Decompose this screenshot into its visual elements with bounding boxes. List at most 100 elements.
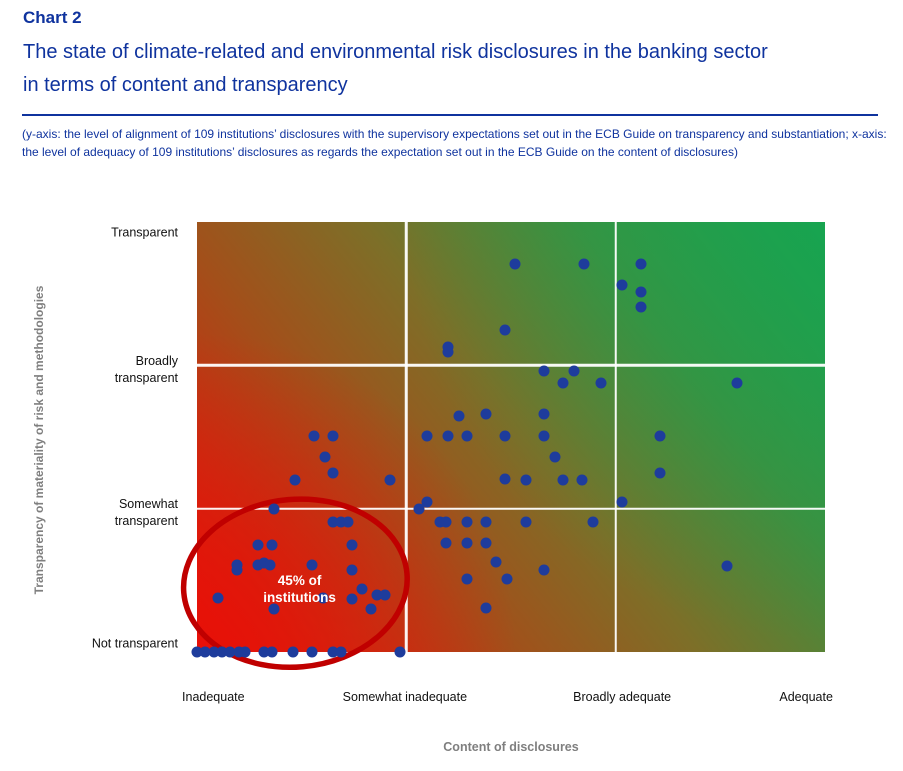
data-point <box>346 539 358 550</box>
data-point <box>327 516 339 528</box>
data-point <box>453 410 465 421</box>
y-tick-label: Somewhat transparent <box>114 497 178 529</box>
x-tick-label: Inadequate <box>182 690 245 704</box>
data-point <box>308 430 320 442</box>
data-point <box>654 467 666 479</box>
data-point <box>266 646 278 658</box>
y-tick-label: Not transparent <box>91 636 178 651</box>
data-point <box>461 537 473 549</box>
title-divider <box>22 114 878 116</box>
data-point <box>461 430 473 442</box>
chart-title-line1: The state of climate-related and environ… <box>23 41 768 63</box>
data-point <box>578 258 590 270</box>
x-tick-label: Adequate <box>779 690 833 704</box>
annotation-label-line1: 45% of <box>277 572 322 588</box>
data-point <box>371 589 383 601</box>
data-point <box>327 430 339 442</box>
data-point <box>233 646 245 658</box>
data-point <box>346 564 358 576</box>
y-tick-label: Broadly transparent <box>114 353 178 385</box>
data-point <box>576 474 588 486</box>
data-point <box>342 516 354 528</box>
data-point <box>442 341 454 353</box>
data-point <box>216 646 228 658</box>
data-point <box>306 559 318 571</box>
data-point <box>289 474 301 486</box>
data-point <box>490 556 502 568</box>
data-point <box>421 496 433 507</box>
data-point <box>501 573 513 585</box>
data-point <box>258 646 270 658</box>
data-point <box>557 377 569 389</box>
data-point <box>317 592 329 604</box>
data-point <box>306 646 318 658</box>
annotation-label: 45% of institutions <box>263 572 336 606</box>
data-point <box>319 451 331 463</box>
chart-title: The state of climate-related and environ… <box>23 36 885 102</box>
data-point <box>616 496 628 507</box>
data-point <box>346 593 358 605</box>
data-point <box>268 603 280 615</box>
data-point <box>587 516 599 528</box>
data-point <box>520 474 532 486</box>
data-point <box>252 559 264 571</box>
y-tick-label: Transparent <box>111 225 178 240</box>
gridline-vertical <box>614 222 617 652</box>
data-point <box>499 430 511 442</box>
data-point <box>654 430 666 442</box>
data-point <box>461 573 473 585</box>
annotation-label-line2: institutions <box>263 589 336 605</box>
data-point <box>434 516 446 528</box>
data-point <box>538 408 550 420</box>
data-point <box>224 646 236 658</box>
data-point <box>461 516 473 528</box>
data-point <box>231 564 243 576</box>
data-point <box>442 346 454 358</box>
data-point <box>413 503 425 515</box>
data-point <box>264 559 276 571</box>
data-point <box>635 286 647 298</box>
x-tick-label: Somewhat inadequate <box>342 690 468 704</box>
data-point <box>327 467 339 479</box>
data-point <box>557 474 569 486</box>
data-point <box>538 365 550 377</box>
data-point <box>208 646 220 658</box>
data-point <box>365 603 377 615</box>
data-point <box>212 592 224 604</box>
data-point <box>480 602 492 614</box>
data-point <box>287 646 299 658</box>
data-point <box>538 430 550 442</box>
data-point <box>549 451 561 463</box>
scatter-points-layer <box>191 222 825 658</box>
data-point <box>440 537 452 549</box>
chart-subtitle: (y-axis: the level of alignment of 109 i… <box>22 127 887 159</box>
x-tick-label: Broadly adequate <box>573 690 672 704</box>
data-point <box>356 583 368 595</box>
data-point <box>480 537 492 549</box>
data-point <box>442 430 454 442</box>
data-point <box>266 539 278 550</box>
gridline-horizontal <box>197 507 825 510</box>
data-point <box>538 564 550 576</box>
data-point <box>635 301 647 313</box>
data-point <box>731 377 743 389</box>
data-point <box>327 646 339 658</box>
data-point <box>568 365 580 377</box>
data-point <box>335 516 347 528</box>
data-point <box>231 559 243 571</box>
data-point <box>499 324 511 335</box>
gridline-vertical <box>405 222 408 652</box>
data-point <box>616 279 628 291</box>
data-point <box>394 646 406 658</box>
data-point <box>635 258 647 270</box>
data-point <box>721 560 733 572</box>
data-point <box>520 516 532 528</box>
data-point <box>252 539 264 550</box>
data-point <box>421 430 433 442</box>
data-point <box>509 258 521 270</box>
chart-title-line2: in terms of content and transparency <box>23 74 348 96</box>
data-point <box>480 408 492 420</box>
data-point <box>480 516 492 528</box>
y-axis-title: Transparency of materiality of risk and … <box>32 285 46 595</box>
